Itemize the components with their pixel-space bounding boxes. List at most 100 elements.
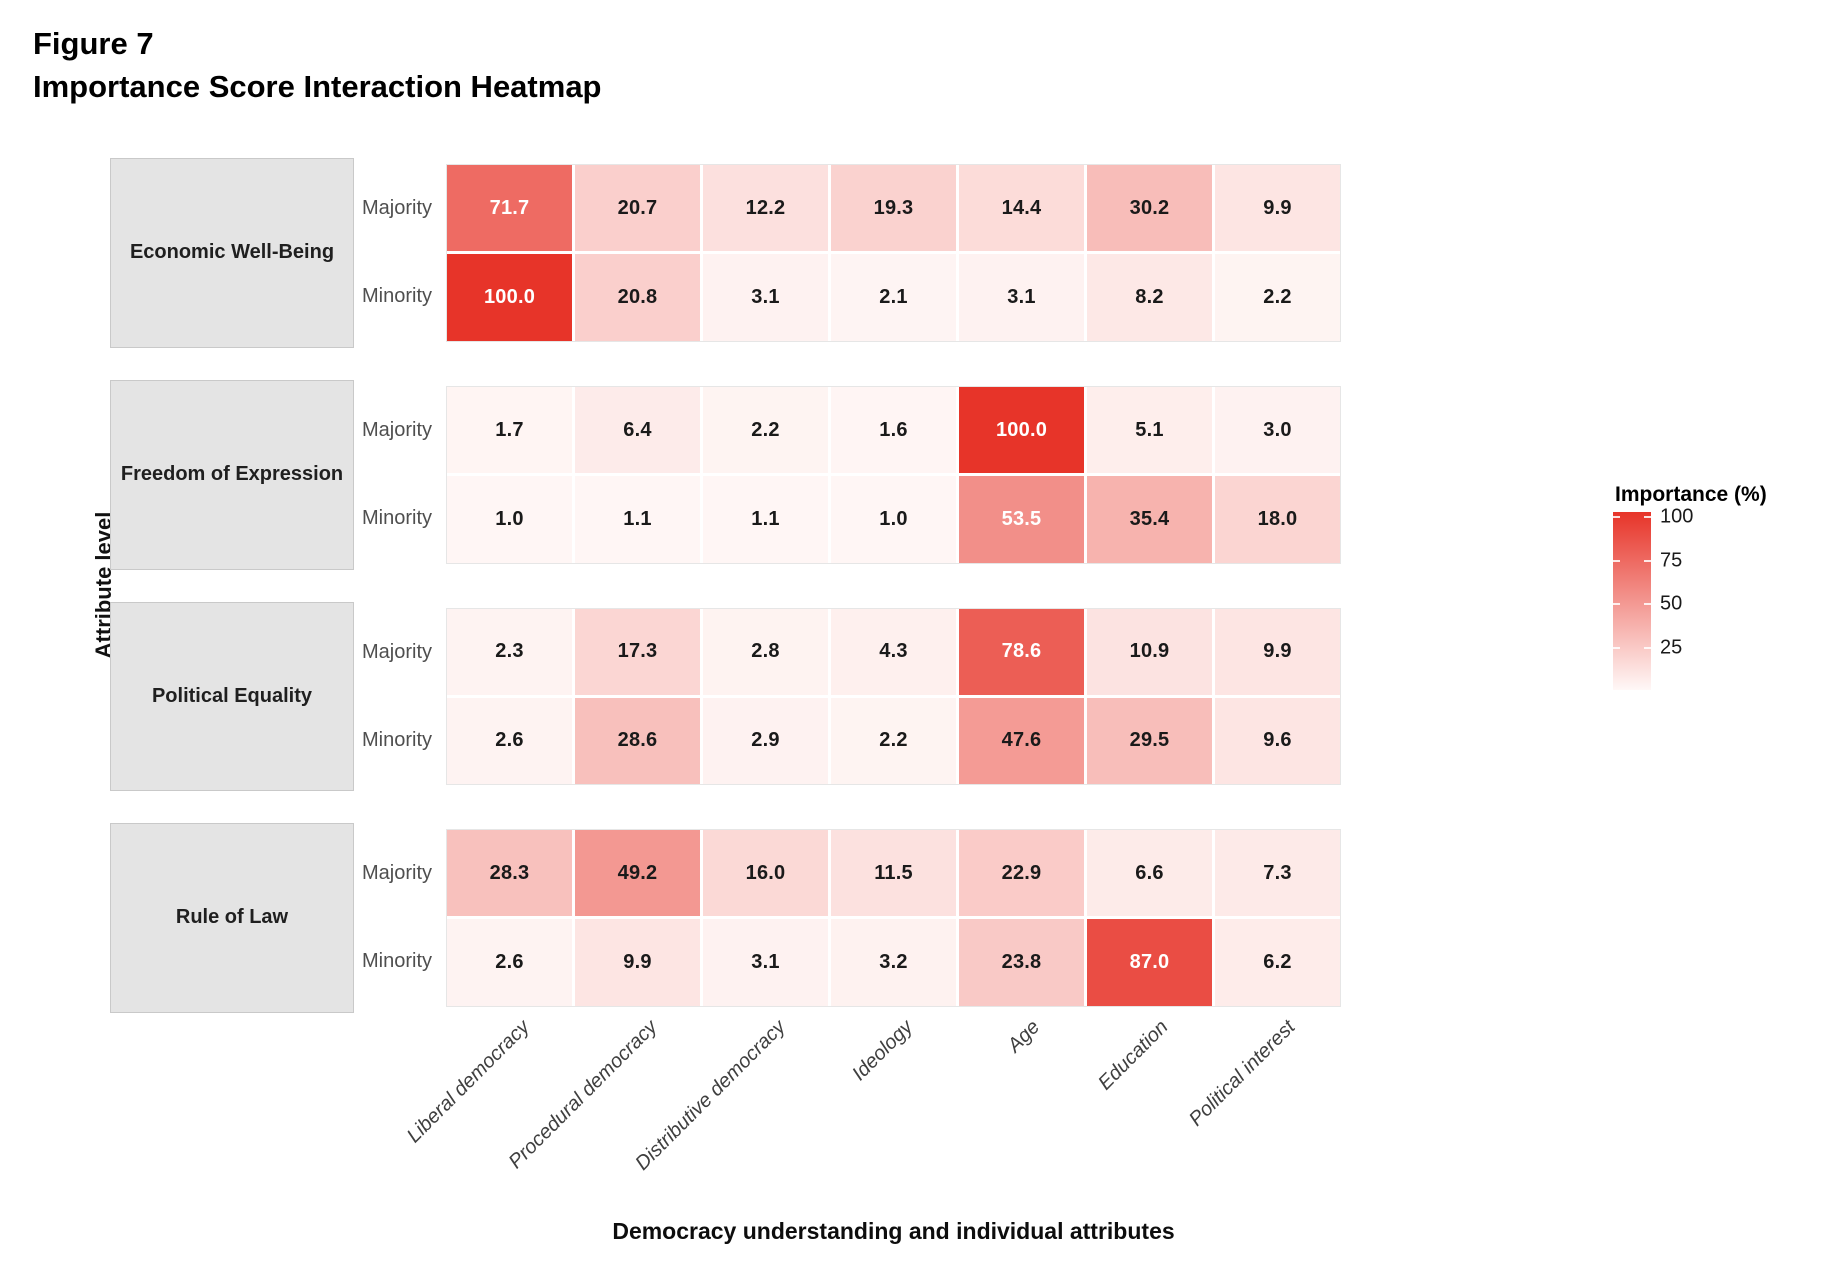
heatmap-cell: 11.5	[831, 830, 956, 917]
heatmap-cell-value: 3.2	[879, 950, 908, 973]
heatmap-cell-value: 6.6	[1135, 861, 1164, 884]
heatmap-cell: 1.0	[447, 476, 572, 563]
heatmap-cell: 2.6	[447, 919, 572, 1006]
legend-tick-mark	[1613, 559, 1620, 562]
legend-tick-mark	[1613, 646, 1620, 649]
heatmap-cell-value: 71.7	[489, 196, 530, 219]
heatmap-cell-value: 1.6	[879, 418, 908, 441]
heatmap-cell: 2.2	[1215, 254, 1340, 341]
heatmap-cell-value: 100.0	[483, 285, 536, 308]
heatmap-cell-value: 6.4	[623, 418, 652, 441]
row-level-label: Minority	[361, 950, 432, 973]
x-axis-title: Democracy understanding and individual a…	[612, 1218, 1175, 1244]
heatmap-cell: 2.2	[703, 387, 828, 474]
heatmap-cell: 3.1	[703, 919, 828, 1006]
heatmap-cell: 6.2	[1215, 919, 1340, 1006]
facet-strip: Rule of Law	[110, 823, 354, 1013]
heatmap-cell-value: 2.2	[879, 729, 908, 752]
heatmap-cell: 6.6	[1087, 830, 1212, 917]
heatmap-cell: 2.1	[831, 254, 956, 341]
heatmap-cell: 49.2	[575, 830, 700, 917]
heatmap-cell-value: 23.8	[1001, 950, 1042, 973]
heatmap-cell-value: 4.3	[879, 640, 908, 663]
heatmap-cell-value: 22.9	[1001, 861, 1042, 884]
heatmap-cell-value: 100.0	[995, 418, 1048, 441]
heatmap-cell: 1.6	[831, 387, 956, 474]
heatmap-cell: 17.3	[575, 608, 700, 695]
heatmap-cell-value: 78.6	[1001, 640, 1042, 663]
x-axis-tick-label: Distributive democracy	[630, 1016, 790, 1175]
heatmap-cell-value: 20.8	[617, 285, 658, 308]
legend-tick-mark	[1613, 603, 1620, 605]
heatmap-cell-value: 2.2	[751, 418, 780, 441]
heatmap-cell-value: 17.3	[617, 640, 658, 663]
legend-tick-mark	[1644, 603, 1651, 605]
heatmap-cell: 1.7	[447, 387, 572, 474]
heatmap-cell: 1.1	[575, 476, 700, 563]
heatmap-cell: 100.0	[959, 387, 1084, 474]
heatmap-cell: 29.5	[1087, 697, 1212, 784]
heatmap-cell: 2.9	[703, 697, 828, 784]
heatmap-cell-value: 2.9	[751, 729, 780, 752]
heatmap-cell-value: 11.5	[874, 861, 913, 884]
heatmap-cell-value: 1.1	[751, 507, 780, 530]
row-level-label: Majority	[361, 197, 432, 220]
x-axis-tick-label: Education	[1093, 1016, 1173, 1095]
heatmap-cell: 20.8	[575, 254, 700, 341]
heatmap-cell: 22.9	[959, 830, 1084, 917]
legend-gradient-bar	[1613, 512, 1651, 690]
heatmap-cell: 7.3	[1215, 830, 1340, 917]
heatmap-cell: 87.0	[1087, 919, 1212, 1006]
heatmap-cell: 9.6	[1215, 697, 1340, 784]
heatmap-cell: 47.6	[959, 697, 1084, 784]
heatmap-cell-value: 3.0	[1263, 418, 1292, 441]
heatmap-cell-value: 53.5	[1001, 507, 1042, 530]
heatmap-cell-value: 9.9	[1263, 196, 1292, 219]
heatmap-cell: 23.8	[959, 919, 1084, 1006]
heatmap-cell-value: 10.9	[1129, 640, 1170, 663]
heatmap-cell: 28.6	[575, 697, 700, 784]
heatmap-cell-value: 28.3	[489, 861, 530, 884]
heatmap-cell-value: 18.0	[1257, 507, 1298, 530]
heatmap-cell: 1.1	[703, 476, 828, 563]
row-level-label: Majority	[361, 862, 432, 885]
facet-heatmap-grid: 28.3 49.2 16.0 11.5 22.9 6.6 7.3 2.6 9.9 3.1 3.2 23…	[447, 830, 1340, 1006]
heatmap-cell: 5.1	[1087, 387, 1212, 474]
heatmap-cell: 78.6	[959, 608, 1084, 695]
heatmap-cell-value: 6.2	[1263, 950, 1292, 973]
heatmap-cell: 100.0	[447, 254, 572, 341]
figure-title-line2: Importance Score Interaction Heatmap	[33, 69, 602, 104]
row-level-label: Minority	[361, 285, 432, 308]
facet-strip: Political Equality	[110, 601, 354, 791]
heatmap-cell: 14.4	[959, 165, 1084, 252]
heatmap-cell-value: 30.2	[1129, 196, 1170, 219]
facet-heatmap-grid: 1.7 6.4 2.2 1.6 100.0 5.1 3.0 1.0 1.1 1.1 1.0 53.5 3…	[447, 387, 1340, 563]
heatmap-cell: 18.0	[1215, 476, 1340, 563]
heatmap-cell-value: 9.9	[623, 950, 652, 973]
row-level-label: Majority	[361, 640, 432, 663]
heatmap-cell-value: 2.6	[495, 729, 524, 752]
heatmap-cell: 2.8	[703, 608, 828, 695]
heatmap-cell-value: 19.3	[873, 196, 914, 219]
legend-title: Importance (%)	[1615, 483, 1767, 506]
heatmap-cell-value: 1.0	[495, 507, 524, 530]
heatmap-cell: 4.3	[831, 608, 956, 695]
heatmap-cell-value: 87.0	[1129, 950, 1170, 973]
heatmap-cell: 28.3	[447, 830, 572, 917]
heatmap-cell-value: 29.5	[1129, 729, 1170, 752]
row-level-label: Minority	[361, 728, 432, 751]
heatmap-cell: 9.9	[1215, 165, 1340, 252]
heatmap-cell-value: 2.2	[1263, 285, 1292, 308]
heatmap-cell-value: 3.1	[751, 285, 780, 308]
heatmap-cell: 2.6	[447, 697, 572, 784]
heatmap-cell-value: 9.6	[1263, 729, 1292, 752]
facet-strip-label: Economic Well-Being	[129, 241, 335, 264]
heatmap-cell: 8.2	[1087, 254, 1212, 341]
heatmap-cell: 19.3	[831, 165, 956, 252]
heatmap-cell: 53.5	[959, 476, 1084, 563]
heatmap-cell-value: 9.9	[1263, 640, 1292, 663]
heatmap-cell: 9.9	[575, 919, 700, 1006]
facet-strip: Freedom of Expression	[110, 380, 354, 570]
heatmap-cell-value: 7.3	[1263, 861, 1292, 884]
